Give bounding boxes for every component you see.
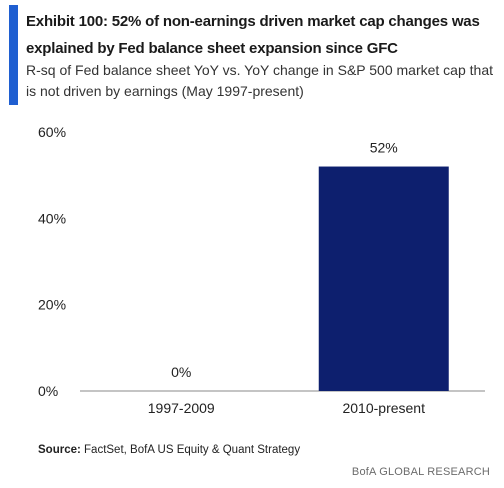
bar xyxy=(318,166,449,391)
y-tick-label: 0% xyxy=(38,383,58,399)
brand-footer: BofA GLOBAL RESEARCH xyxy=(351,466,490,478)
source-text: FactSet, BofA US Equity & Quant Strategy xyxy=(80,444,301,456)
data-label: 52% xyxy=(370,140,398,156)
x-tick-label: 2010-present xyxy=(342,400,425,416)
data-label: 0% xyxy=(171,364,191,380)
source-note: Source: FactSet, BofA US Equity & Quant … xyxy=(38,444,300,456)
chart-subtitle: R-sq of Fed balance sheet YoY vs. YoY ch… xyxy=(26,62,493,99)
y-tick-label: 20% xyxy=(38,297,66,313)
bar-chart: 0% 20% 40% 60% 0% 1997-2009 52% 2010-present xyxy=(38,124,485,416)
y-tick-label: 60% xyxy=(38,124,66,140)
x-tick-label: 1997-2009 xyxy=(148,400,215,416)
y-tick-label: 40% xyxy=(38,210,66,226)
chart-title: Exhibit 100: 52% of non-earnings driven … xyxy=(26,13,480,57)
source-label: Source: xyxy=(38,444,81,456)
accent-bar xyxy=(9,5,18,105)
